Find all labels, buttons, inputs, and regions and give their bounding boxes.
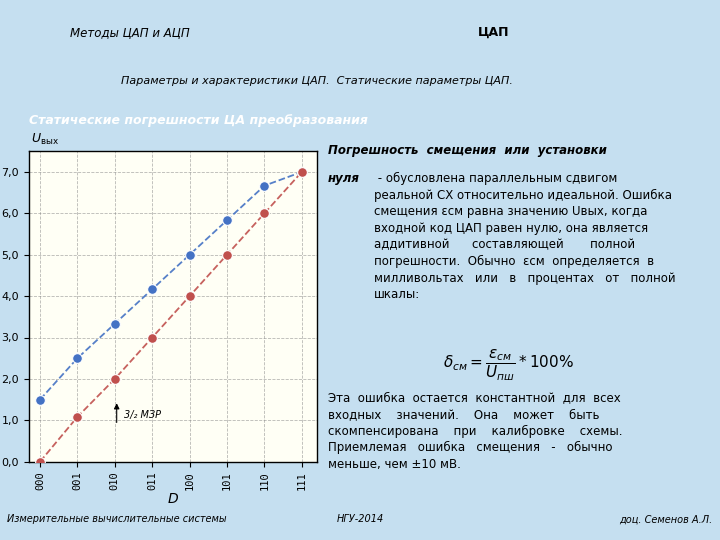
Text: доц. Семенов А.Л.: доц. Семенов А.Л. [619, 514, 713, 524]
Text: Методы ЦАП и АЦП: Методы ЦАП и АЦП [70, 26, 189, 39]
Text: 3/₂ МЗР: 3/₂ МЗР [124, 410, 161, 420]
Text: $U_{\mathsf{вых}}$: $U_{\mathsf{вых}}$ [31, 132, 59, 147]
Text: НГУ-2014: НГУ-2014 [336, 514, 384, 524]
X-axis label: D: D [168, 491, 178, 505]
Text: Параметры и характеристики ЦАП.  Статические параметры ЦАП.: Параметры и характеристики ЦАП. Статичес… [121, 76, 513, 86]
Text: Статические погрешности ЦА преобразования: Статические погрешности ЦА преобразовани… [29, 114, 367, 127]
Text: $\delta_{см} = \dfrac{\varepsilon_{см}}{U_{пш}}*100\%$: $\delta_{см} = \dfrac{\varepsilon_{см}}{… [443, 348, 575, 383]
Text: Погрешность  смещения  или  установки: Погрешность смещения или установки [328, 144, 606, 173]
Text: Измерительные вычислительные системы: Измерительные вычислительные системы [7, 514, 227, 524]
Text: ЦАП: ЦАП [477, 26, 509, 39]
Text: - обусловлена параллельным сдвигом
реальной СХ относительно идеальной. Ошибка
см: - обусловлена параллельным сдвигом реаль… [374, 172, 675, 301]
Text: нуля: нуля [328, 172, 359, 185]
Text: Эта  ошибка  остается  константной  для  всех
входных    значений.    Она    мож: Эта ошибка остается константной для всех… [328, 392, 622, 471]
